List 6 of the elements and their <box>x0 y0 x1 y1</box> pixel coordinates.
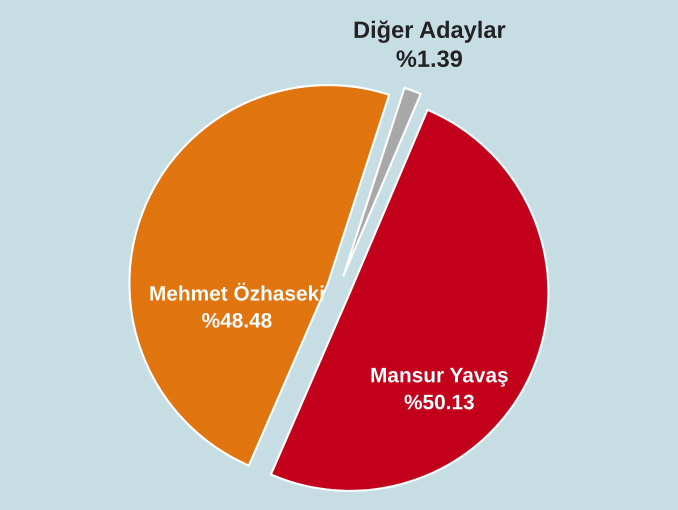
slice-label: Mehmet Özhaseki <box>150 282 324 301</box>
slice-label: Diğer Adaylar <box>354 20 506 43</box>
data-label: %50.13 <box>404 394 474 410</box>
data-label: %1.39 <box>396 50 462 68</box>
slice-label: Mansur Yavaş <box>371 368 508 387</box>
data-label: %48.48 <box>202 312 272 328</box>
